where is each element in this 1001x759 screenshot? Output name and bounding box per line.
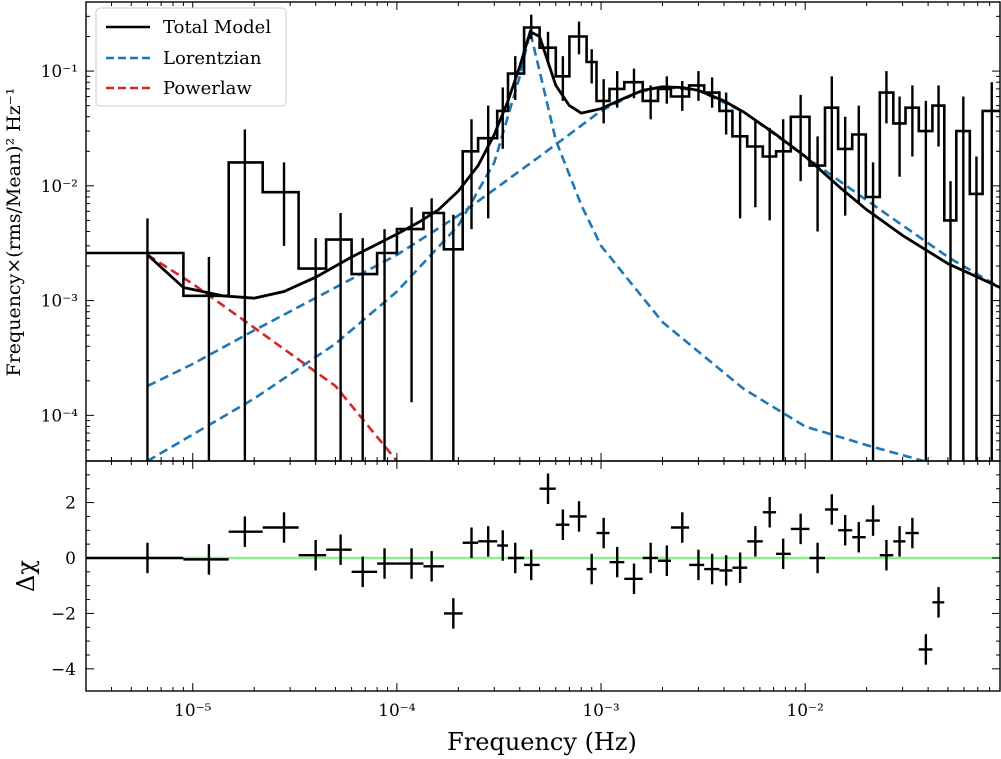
bottom-y-tick-label: 0	[65, 549, 76, 569]
top-y-tick-label: 10⁻²	[41, 177, 78, 197]
top-y-axis-label: Frequency×(rms/Mean)² Hz⁻¹	[3, 88, 25, 377]
legend-label-lorentzian: Lorentzian	[163, 48, 262, 69]
x-tick-label: 10⁻²	[786, 701, 823, 721]
top-panel: 10⁻⁴ 10⁻³ 10⁻² 10⁻¹ Total Model Lorentzian …	[3, 1, 1001, 691]
bottom-panel: 2 0 −2 −4 10⁻⁵ 10⁻⁴ 10⁻³ 10⁻² Δχ Frequency (Hz)	[12, 460, 1001, 756]
bottom-plot-area	[86, 473, 1000, 665]
top-y-tick-label: 10⁻⁴	[41, 406, 79, 426]
total-model-curve	[146, 29, 1000, 300]
bottom-tick-labels: 2 0 −2 −4 10⁻⁵ 10⁻⁴ 10⁻³ 10⁻²	[51, 494, 824, 721]
bottom-y-axis-label: Δχ	[12, 560, 40, 592]
bottom-y-tick-label: 2	[65, 494, 76, 514]
bottom-y-tick-label: −4	[51, 660, 76, 680]
legend-box	[95, 7, 287, 107]
x-tick-label: 10⁻⁴	[378, 701, 416, 721]
bottom-frame	[85, 460, 1001, 692]
top-tick-labels: 10⁻⁴ 10⁻³ 10⁻² 10⁻¹	[41, 62, 79, 426]
x-axis-label: Frequency (Hz)	[447, 728, 637, 756]
legend: Total Model Lorentzian Powerlaw	[95, 7, 287, 107]
x-tick-label: 10⁻³	[582, 701, 619, 721]
top-plot-area	[86, 14, 1000, 461]
top-y-tick-label: 10⁻¹	[41, 62, 78, 82]
bottom-ticks	[86, 474, 1000, 670]
bottom-y-tick-label: −2	[51, 604, 76, 624]
x-tick-label: 10⁻⁵	[174, 701, 212, 721]
powerlaw-curve	[146, 253, 398, 461]
legend-label-powerlaw: Powerlaw	[163, 78, 252, 99]
top-y-tick-label: 10⁻³	[41, 292, 78, 312]
lorentzian-qpo-curve	[146, 31, 924, 461]
legend-label-total-model: Total Model	[163, 17, 271, 38]
